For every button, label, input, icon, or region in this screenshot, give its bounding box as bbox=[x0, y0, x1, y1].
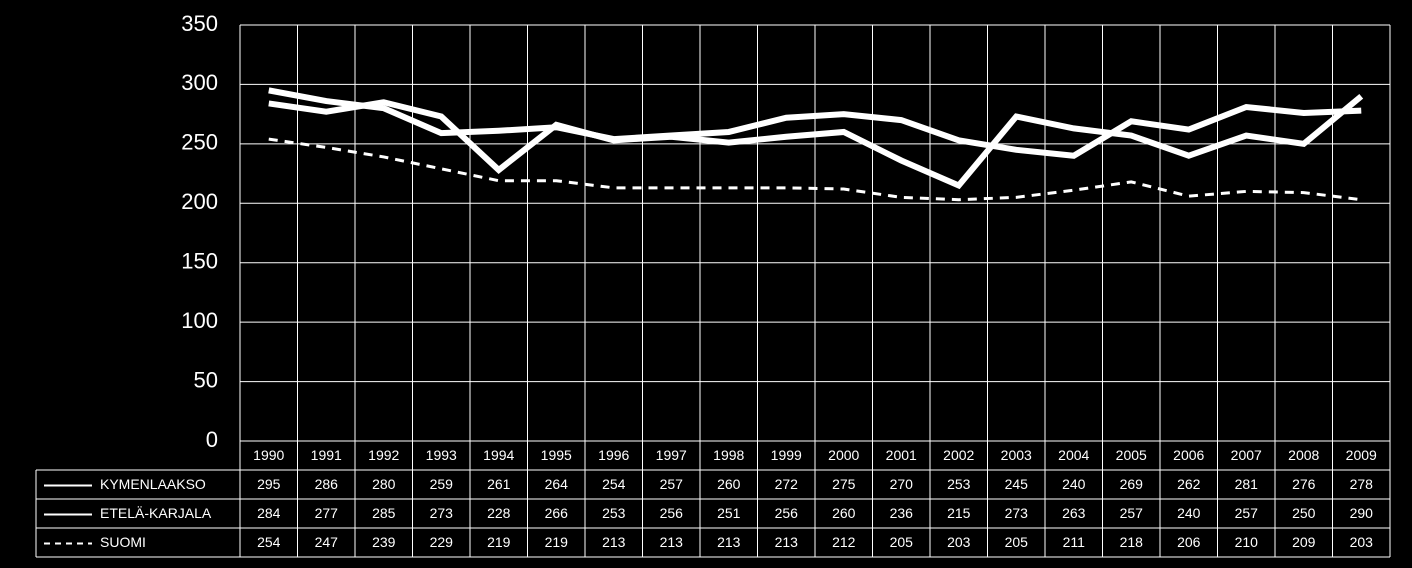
table-value: 213 bbox=[717, 534, 741, 550]
table-value: 240 bbox=[1062, 476, 1086, 492]
table-value: 280 bbox=[372, 476, 396, 492]
table-value: 245 bbox=[1005, 476, 1029, 492]
table-value: 269 bbox=[1120, 476, 1144, 492]
series-line bbox=[268, 137, 1362, 202]
x-tick-label: 2005 bbox=[1116, 447, 1147, 463]
table-value: 286 bbox=[315, 476, 339, 492]
table-value: 206 bbox=[1177, 534, 1201, 550]
x-tick-label: 2009 bbox=[1346, 447, 1377, 463]
y-tick-label: 300 bbox=[181, 70, 218, 95]
table-value: 203 bbox=[947, 534, 971, 550]
table-value: 281 bbox=[1235, 476, 1259, 492]
x-tick-label: 1990 bbox=[253, 447, 284, 463]
table-value: 253 bbox=[602, 505, 626, 521]
table-value: 236 bbox=[890, 505, 914, 521]
legend-label: SUOMI bbox=[100, 534, 146, 550]
legend-label: KYMENLAAKSO bbox=[100, 476, 206, 492]
table-value: 260 bbox=[717, 476, 741, 492]
table-value: 209 bbox=[1292, 534, 1316, 550]
table-value: 259 bbox=[430, 476, 454, 492]
x-tick-label: 1999 bbox=[771, 447, 802, 463]
x-tick-label: 2001 bbox=[886, 447, 917, 463]
table-value: 273 bbox=[430, 505, 454, 521]
table-value: 260 bbox=[832, 505, 856, 521]
x-tick-label: 2000 bbox=[828, 447, 859, 463]
table-value: 278 bbox=[1350, 476, 1374, 492]
table-value: 219 bbox=[545, 534, 569, 550]
table-value: 262 bbox=[1177, 476, 1201, 492]
table-value: 290 bbox=[1350, 505, 1374, 521]
x-tick-label: 2004 bbox=[1058, 447, 1089, 463]
table-value: 263 bbox=[1062, 505, 1086, 521]
table-value: 240 bbox=[1177, 505, 1201, 521]
x-tick-label: 2006 bbox=[1173, 447, 1204, 463]
x-tick-label: 1991 bbox=[311, 447, 342, 463]
table-value: 213 bbox=[602, 534, 626, 550]
table-value: 270 bbox=[890, 476, 914, 492]
table-value: 213 bbox=[660, 534, 684, 550]
y-tick-label: 350 bbox=[181, 11, 218, 36]
table-value: 203 bbox=[1350, 534, 1374, 550]
table-value: 239 bbox=[372, 534, 396, 550]
table-value: 272 bbox=[775, 476, 799, 492]
table-value: 205 bbox=[1005, 534, 1029, 550]
x-tick-label: 1994 bbox=[483, 447, 514, 463]
table-value: 254 bbox=[602, 476, 626, 492]
table-value: 256 bbox=[660, 505, 684, 521]
table-value: 285 bbox=[372, 505, 396, 521]
table-value: 295 bbox=[257, 476, 281, 492]
table-value: 219 bbox=[487, 534, 511, 550]
table-value: 257 bbox=[1120, 505, 1144, 521]
table-value: 205 bbox=[890, 534, 914, 550]
y-tick-label: 150 bbox=[181, 249, 218, 274]
table-value: 261 bbox=[487, 476, 511, 492]
table-value: 275 bbox=[832, 476, 856, 492]
table-value: 210 bbox=[1235, 534, 1259, 550]
table-value: 253 bbox=[947, 476, 971, 492]
y-tick-label: 0 bbox=[206, 427, 218, 452]
table-value: 257 bbox=[1235, 505, 1259, 521]
x-tick-label: 2003 bbox=[1001, 447, 1032, 463]
table-value: 254 bbox=[257, 534, 281, 550]
table-value: 211 bbox=[1063, 534, 1086, 550]
x-tick-label: 1996 bbox=[598, 447, 629, 463]
y-tick-label: 200 bbox=[181, 189, 218, 214]
x-tick-label: 1998 bbox=[713, 447, 744, 463]
table-value: 276 bbox=[1292, 476, 1316, 492]
table-value: 228 bbox=[487, 505, 511, 521]
series-line bbox=[268, 94, 1364, 190]
x-tick-label: 1997 bbox=[656, 447, 687, 463]
x-tick-label: 2002 bbox=[943, 447, 974, 463]
table-value: 284 bbox=[257, 505, 281, 521]
x-tick-label: 1995 bbox=[541, 447, 572, 463]
table-value: 257 bbox=[660, 476, 684, 492]
table-value: 213 bbox=[775, 534, 799, 550]
table-value: 215 bbox=[947, 505, 971, 521]
table-value: 250 bbox=[1292, 505, 1316, 521]
table-value: 266 bbox=[545, 505, 569, 521]
table-value: 251 bbox=[717, 505, 741, 521]
table-value: 264 bbox=[545, 476, 569, 492]
table-value: 212 bbox=[832, 534, 856, 550]
table-value: 256 bbox=[775, 505, 799, 521]
y-tick-label: 50 bbox=[194, 367, 218, 392]
x-tick-label: 2008 bbox=[1288, 447, 1319, 463]
y-tick-label: 100 bbox=[181, 308, 218, 333]
x-tick-label: 2007 bbox=[1231, 447, 1262, 463]
table-value: 247 bbox=[315, 534, 339, 550]
x-tick-label: 1992 bbox=[368, 447, 399, 463]
table-value: 277 bbox=[315, 505, 339, 521]
y-tick-label: 250 bbox=[181, 130, 218, 155]
table-value: 218 bbox=[1120, 534, 1144, 550]
series-line bbox=[268, 87, 1362, 159]
table-value: 229 bbox=[430, 534, 454, 550]
legend-label: ETELÄ-KARJALA bbox=[100, 505, 212, 521]
table-value: 273 bbox=[1005, 505, 1029, 521]
x-tick-label: 1993 bbox=[426, 447, 457, 463]
